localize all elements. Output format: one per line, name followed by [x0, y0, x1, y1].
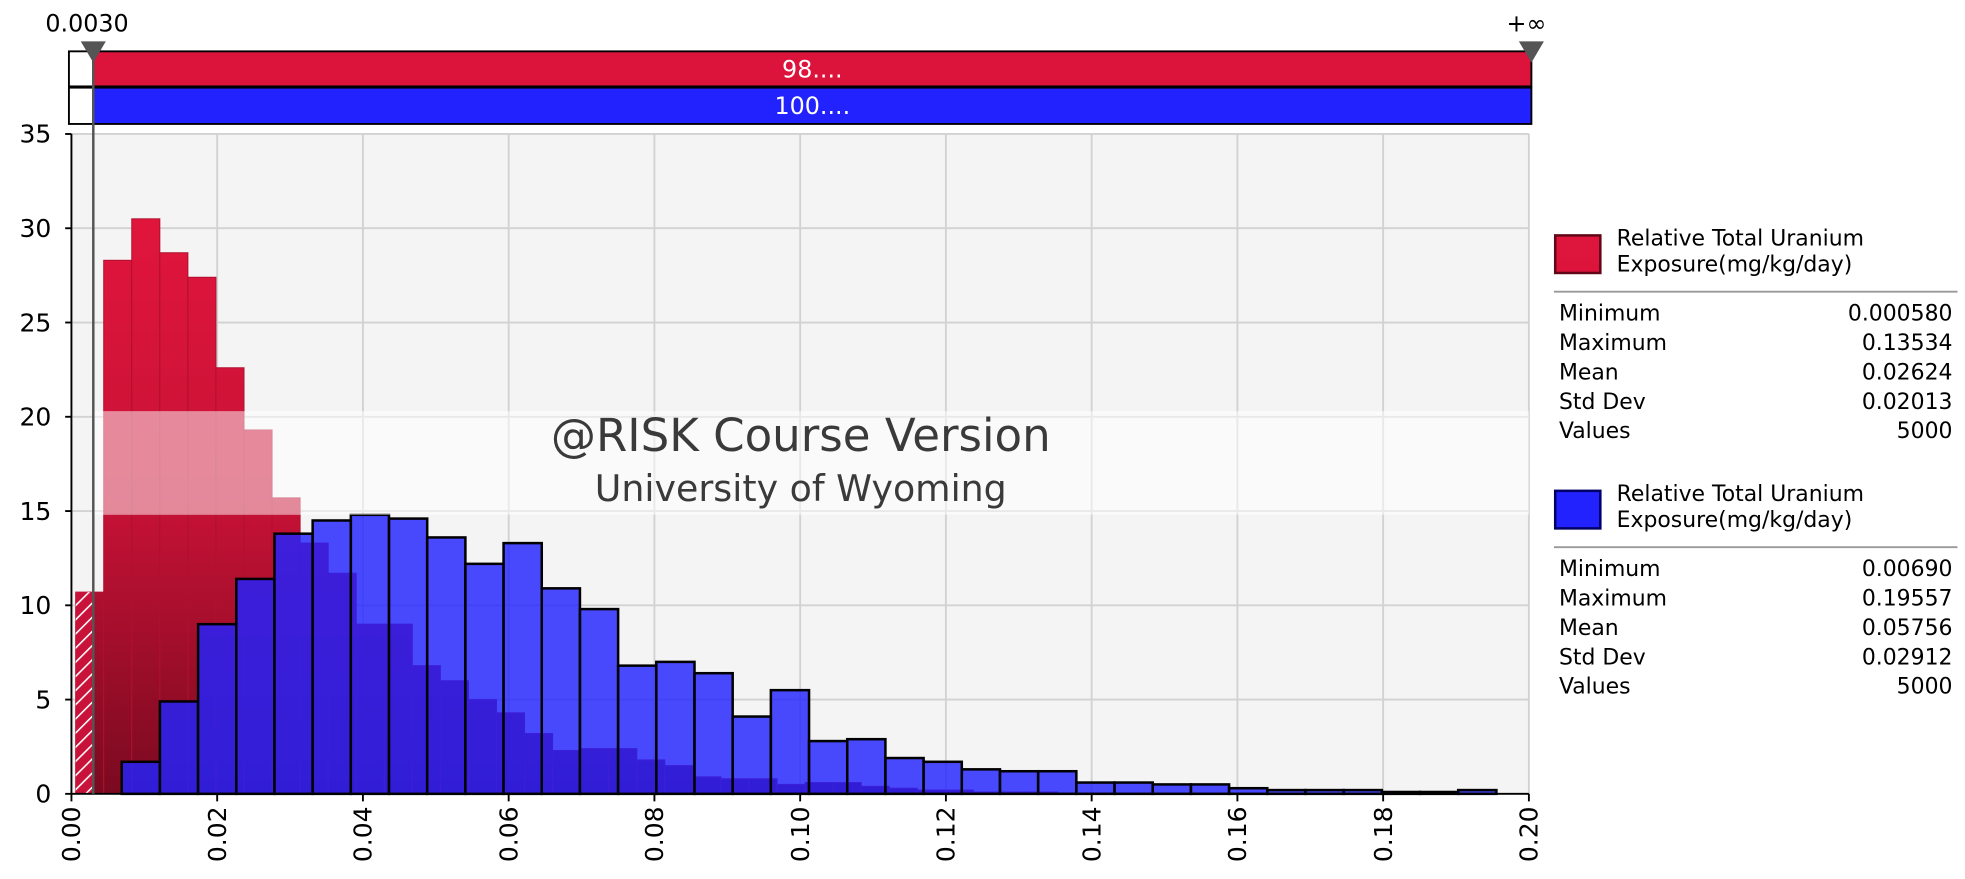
left-delimiter-handle [80, 41, 106, 63]
histogram-bar [960, 768, 1002, 796]
stat-label: Mean [1559, 360, 1619, 385]
stat-value: 5000 [1897, 419, 1953, 444]
histogram-bar [1036, 769, 1078, 796]
histogram-bar [845, 737, 887, 796]
delimiter-bar-blue [92, 86, 1533, 125]
x-tick-label: 0.10 [786, 806, 815, 862]
legend-label-box: Relative Total Uranium Exposure(mg/kg/da… [1616, 226, 1864, 278]
y-tick-label: 25 [19, 308, 51, 337]
x-tick-label: 0.08 [640, 806, 669, 862]
histogram-bar [311, 519, 353, 796]
y-tick-label: 0 [35, 780, 51, 809]
histogram-bar [120, 760, 162, 796]
stat-value: 0.13534 [1862, 331, 1953, 356]
histogram-bar [273, 532, 314, 796]
stat-label: Maximum [1559, 586, 1667, 611]
y-tick-label: 20 [19, 403, 51, 432]
legend-swatch [1553, 234, 1602, 275]
legend-label: Relative Total Uranium Exposure(mg/kg/da… [1616, 226, 1864, 278]
histogram-bar [158, 700, 200, 796]
stat-label: Std Dev [1559, 645, 1646, 670]
delimiter-bar-label: 98.... [782, 56, 843, 84]
legend-label: Relative Total Uranium Exposure(mg/kg/da… [1616, 482, 1864, 534]
histogram-bar [769, 688, 811, 796]
stat-value: 0.02912 [1862, 645, 1953, 670]
stat-value: 5000 [1897, 675, 1953, 700]
histogram-bar [196, 622, 238, 796]
histogram-bar [235, 577, 276, 796]
watermark-subtitle: University of Wyoming [595, 467, 1007, 510]
histogram-bar [103, 259, 133, 795]
stat-value: 0.000580 [1848, 302, 1953, 327]
histogram-bar [425, 536, 467, 796]
x-tick-label: 0.04 [349, 806, 378, 862]
histogram-bar [693, 671, 734, 796]
x-tick-label: 0.16 [1223, 806, 1252, 862]
legend-label-box: Relative Total Uranium Exposure(mg/kg/da… [1616, 482, 1864, 534]
y-tick-label: 30 [19, 214, 51, 243]
left-delimiter-label: 0.0030 [45, 9, 128, 37]
histogram-bar [884, 756, 925, 796]
stat-value: 0.00690 [1862, 557, 1953, 582]
stat-label: Maximum [1559, 331, 1667, 356]
x-tick-label: 0.18 [1369, 806, 1398, 862]
x-tick-label: 0.14 [1077, 806, 1106, 862]
legend-swatch [1553, 489, 1602, 530]
stat-label: Values [1559, 675, 1631, 700]
stat-label: Values [1559, 419, 1631, 444]
left-box [67, 50, 95, 88]
watermark-band [93, 411, 1529, 515]
histogram-bar [349, 513, 391, 796]
histogram-bar [922, 760, 964, 796]
stat-value: 0.19557 [1862, 586, 1953, 611]
left-box [67, 86, 95, 125]
right-delimiter-handle [1518, 41, 1544, 63]
histogram-bar [464, 562, 505, 796]
stat-label: Minimum [1559, 302, 1661, 327]
y-tick-label: 5 [35, 685, 51, 714]
histogram-bar [1151, 783, 1193, 796]
y-tick-label: 15 [19, 497, 51, 526]
y-tick-label: 10 [19, 591, 51, 620]
x-tick-label: 0.02 [203, 806, 232, 862]
histogram-bar [578, 607, 620, 796]
histogram-bar [387, 517, 429, 796]
x-tick-label: 0.12 [932, 806, 961, 862]
watermark-title: @RISK Course Version [551, 409, 1051, 462]
right-delimiter-label: +∞ [1506, 9, 1546, 37]
histogram-bar [807, 739, 849, 796]
histogram-bar [1113, 781, 1154, 796]
histogram-bar [540, 587, 582, 796]
histogram-bar [998, 769, 1040, 796]
x-tick-label: 0.06 [494, 806, 523, 862]
x-tick-label: 0.20 [1515, 806, 1544, 862]
histogram-bar [1189, 783, 1231, 796]
histogram-bar [655, 660, 696, 796]
stat-label: Std Dev [1559, 390, 1646, 415]
y-tick-label: 35 [19, 120, 51, 149]
stat-value: 0.02013 [1862, 390, 1953, 415]
histogram-bar [731, 715, 773, 796]
histogram-bar [616, 664, 658, 796]
histogram-bar [1075, 781, 1116, 796]
histogram-bar [502, 541, 544, 796]
stat-value: 0.05756 [1862, 616, 1953, 641]
stat-label: Mean [1559, 616, 1619, 641]
x-tick-label: 0.00 [57, 806, 86, 862]
stat-value: 0.02624 [1862, 360, 1953, 385]
delimiter-hatch [75, 592, 94, 794]
delimiter-bar-label: 100.... [774, 92, 850, 120]
stat-label: Minimum [1559, 557, 1661, 582]
